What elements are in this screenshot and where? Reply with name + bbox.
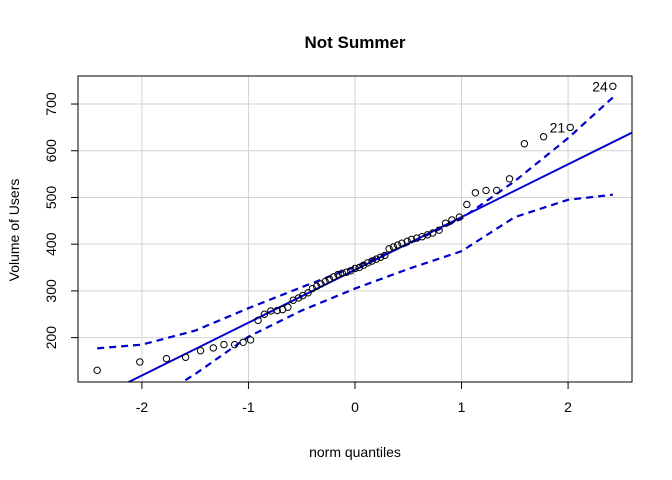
data-point [492,186,501,195]
data-point [304,289,312,297]
data-point [520,140,529,148]
data-point [385,245,393,253]
data-point [372,255,381,263]
point-label: 21 [550,119,566,135]
data-point [403,237,411,246]
data-point [413,234,421,242]
x-tick-label: 2 [564,399,572,415]
data-point [338,269,346,277]
data-point [448,216,456,224]
data-point [455,213,464,221]
data-point [246,336,255,344]
data-point [342,268,351,276]
data-point [260,310,269,318]
data-point [435,226,443,234]
reference-line [126,131,632,382]
data-point [284,303,292,311]
x-tick-label: 1 [458,399,466,415]
data-point [273,306,281,315]
data-point [609,82,617,90]
x-tick-label: -2 [136,399,149,415]
data-point [294,294,303,302]
data-point [355,263,363,272]
data-point [429,229,437,237]
x-tick-label: -1 [242,399,255,415]
data-point [321,277,329,286]
data-point [463,200,471,209]
x-tick-label: 0 [351,399,359,415]
data-point [329,273,338,281]
y-axis-label: Volume of Users [6,179,22,282]
data-point [505,175,514,183]
data-point [308,284,317,293]
y-tick-label: 500 [43,186,59,210]
data-point [230,340,239,349]
data-point [471,189,480,197]
data-point [368,257,376,265]
data-point [220,340,228,349]
data-point [239,338,247,346]
y-tick-label: 700 [43,92,59,116]
data-point [317,280,325,288]
x-axis: -2 -1 0 1 2 [136,382,572,415]
point-labels: 21 24 [550,78,608,135]
chart-title: Not Summer [304,33,405,52]
data-point [209,344,218,352]
data-point [441,219,450,227]
data-point [566,123,574,132]
data-point [254,316,262,325]
data-point [381,251,389,260]
y-tick-label: 300 [43,279,59,303]
data-point [423,231,432,239]
data-point [347,267,355,275]
data-point [181,353,190,361]
data-point [407,235,416,244]
data-point [312,282,321,290]
data-points [93,82,617,375]
data-point [93,366,101,375]
data-point [334,270,342,279]
y-tick-label: 200 [43,326,59,350]
data-point [325,275,334,283]
y-tick-label: 400 [43,232,59,256]
data-point [398,239,406,247]
data-point [351,264,359,273]
data-point [359,261,368,269]
data-point [482,186,490,195]
data-point [364,259,372,267]
x-axis-label: norm quantiles [309,444,401,460]
data-point [389,243,398,251]
data-point [162,354,171,363]
data-point [418,233,426,241]
data-point [196,346,205,355]
data-point [539,133,548,141]
y-axis: 200 300 400 500 600 700 [43,92,78,349]
data-point [136,358,144,366]
point-label: 24 [592,78,608,94]
band-lower [180,193,613,382]
confidence-band [97,96,614,382]
reference-line-group [126,131,632,382]
y-tick-label: 600 [43,139,59,163]
data-point [393,241,402,249]
data-point [376,253,385,261]
